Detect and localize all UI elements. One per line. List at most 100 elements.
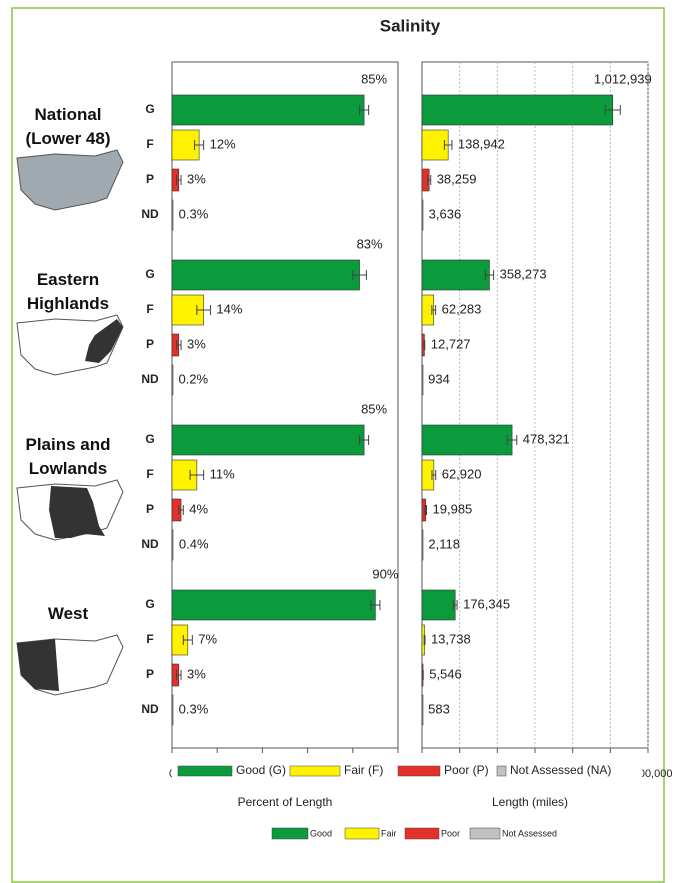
value-label: 4% bbox=[189, 501, 208, 516]
value-label: 38,259 bbox=[437, 171, 477, 186]
group-label: West bbox=[47, 604, 89, 623]
bar bbox=[421, 199, 424, 231]
category-label: G bbox=[145, 102, 154, 116]
value-label: 83% bbox=[357, 236, 383, 251]
legend-swatch bbox=[397, 765, 441, 777]
value-label: 2,118 bbox=[428, 536, 460, 551]
bar bbox=[421, 364, 424, 396]
error-bar bbox=[359, 105, 370, 115]
bar bbox=[171, 694, 174, 726]
legend-swatch bbox=[177, 765, 233, 777]
legend-label: Poor bbox=[441, 828, 460, 838]
category-label: F bbox=[146, 467, 153, 481]
category-label: F bbox=[146, 137, 153, 151]
error-bar bbox=[176, 670, 182, 680]
value-label: 3% bbox=[187, 336, 206, 351]
value-label: 3% bbox=[187, 171, 206, 186]
bar bbox=[421, 424, 513, 456]
legend-swatch bbox=[344, 827, 380, 840]
error-bar bbox=[359, 435, 370, 445]
error-bar bbox=[370, 600, 381, 610]
category-label: P bbox=[146, 667, 154, 681]
bar bbox=[421, 259, 490, 291]
bar bbox=[171, 529, 174, 561]
value-label: 11% bbox=[210, 466, 235, 481]
value-label: 5,546 bbox=[429, 666, 462, 681]
error-bar bbox=[484, 270, 495, 280]
chart-title: Salinity bbox=[380, 16, 441, 35]
error-bar bbox=[196, 305, 211, 315]
error-bar bbox=[352, 270, 367, 280]
group-label: Eastern Highlands bbox=[26, 270, 110, 313]
legend-swatch bbox=[289, 765, 341, 777]
legend-label: Poor (P) bbox=[444, 763, 489, 777]
legend-swatch bbox=[469, 827, 501, 840]
bar bbox=[171, 364, 174, 396]
map bbox=[16, 479, 124, 541]
map bbox=[16, 634, 124, 696]
value-label: 0.4% bbox=[179, 536, 209, 551]
bar bbox=[421, 94, 614, 126]
value-label: 3% bbox=[187, 666, 206, 681]
error-bar bbox=[189, 470, 205, 480]
bar bbox=[171, 589, 376, 621]
bar bbox=[171, 259, 360, 291]
value-label: 14% bbox=[216, 301, 242, 316]
value-label: 358,273 bbox=[500, 266, 547, 281]
value-label: 176,345 bbox=[463, 596, 510, 611]
value-label: 0.3% bbox=[179, 206, 209, 221]
legend-label: Not Assessed bbox=[502, 828, 557, 838]
value-label: 90% bbox=[372, 566, 398, 581]
bar bbox=[421, 129, 449, 161]
error-bar bbox=[176, 175, 182, 185]
value-label: 12,727 bbox=[431, 336, 471, 351]
x-axis-label: Length (miles) bbox=[492, 795, 568, 809]
error-bar bbox=[182, 635, 193, 645]
value-label: 85% bbox=[361, 71, 387, 86]
legend-swatch bbox=[404, 827, 440, 840]
x-axis-label: Percent of Length bbox=[238, 795, 333, 809]
value-label: 85% bbox=[361, 401, 387, 416]
frame bbox=[11, 7, 665, 883]
category-label: ND bbox=[141, 372, 159, 386]
category-label: G bbox=[145, 597, 154, 611]
error-bar bbox=[178, 505, 184, 515]
legend-label: Fair bbox=[381, 828, 397, 838]
map bbox=[16, 314, 124, 376]
error-bar bbox=[604, 105, 621, 115]
error-bar bbox=[431, 470, 437, 480]
error-bar bbox=[423, 340, 426, 350]
legend-label: Good bbox=[310, 828, 332, 838]
bar bbox=[421, 589, 456, 621]
error-bar bbox=[506, 435, 518, 445]
bar bbox=[421, 529, 424, 561]
bar bbox=[171, 94, 365, 126]
category-label: P bbox=[146, 337, 154, 351]
value-label: 1,012,939 bbox=[594, 71, 652, 86]
error-bar bbox=[452, 600, 458, 610]
value-label: 3,636 bbox=[429, 206, 462, 221]
legend-swatch bbox=[271, 827, 309, 840]
category-label: ND bbox=[141, 207, 159, 221]
value-label: 12% bbox=[210, 136, 236, 151]
legend-swatch bbox=[496, 765, 507, 777]
panel bbox=[421, 61, 649, 749]
panel bbox=[171, 61, 399, 749]
value-label: 583 bbox=[428, 701, 450, 716]
value-label: 19,985 bbox=[433, 501, 473, 516]
map bbox=[16, 149, 124, 211]
category-label: ND bbox=[141, 702, 159, 716]
error-bar bbox=[427, 175, 432, 185]
legend-label: Not Assessed (NA) bbox=[510, 763, 611, 777]
value-label: 62,283 bbox=[442, 301, 482, 316]
group-label: National (Lower 48) bbox=[25, 105, 111, 148]
error-bar bbox=[194, 140, 205, 150]
value-label: 478,321 bbox=[523, 431, 570, 446]
value-label: 0.3% bbox=[179, 701, 209, 716]
value-label: 138,942 bbox=[458, 136, 505, 151]
error-bar bbox=[423, 635, 426, 645]
value-label: 0.2% bbox=[178, 371, 208, 386]
category-label: F bbox=[146, 632, 153, 646]
bar bbox=[171, 424, 365, 456]
